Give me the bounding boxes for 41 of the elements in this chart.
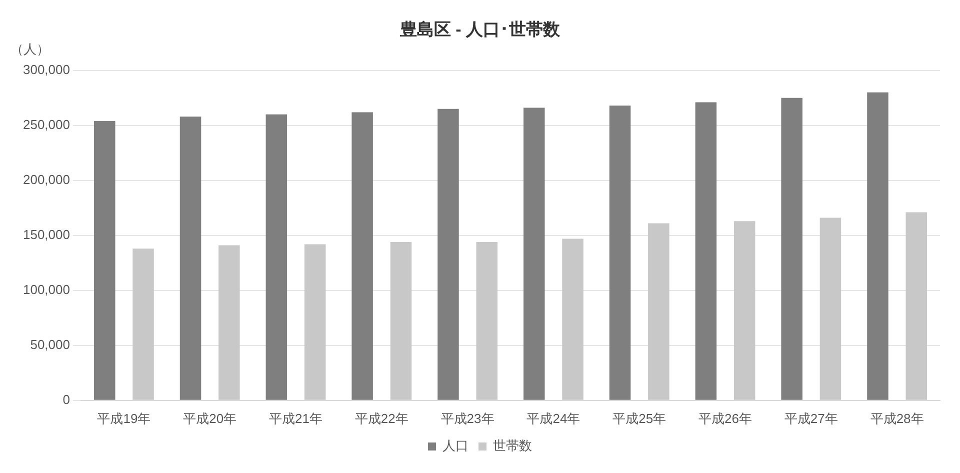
x-tick-label: 平成20年 xyxy=(183,410,237,426)
y-tick-label: 300,000 xyxy=(22,62,70,77)
x-tick-label: 平成26年 xyxy=(698,410,752,426)
x-tick-label: 平成21年 xyxy=(269,410,322,426)
bar xyxy=(734,221,756,400)
bar xyxy=(438,108,459,400)
y-tick-label: 50,000 xyxy=(30,336,70,352)
bar xyxy=(609,106,631,400)
x-tick-label: 平成23年 xyxy=(440,410,494,426)
y-tick-label: 150,000 xyxy=(22,226,70,242)
y-tick-label: 100,000 xyxy=(22,282,70,297)
bar xyxy=(867,92,888,400)
chart-title: 豊島区 - 人口･世帯数 xyxy=(398,20,562,39)
x-tick-label: 平成28年 xyxy=(870,410,924,426)
bar xyxy=(180,116,202,400)
y-tick-label: 200,000 xyxy=(22,172,70,187)
y-tick-label: 250,000 xyxy=(22,116,70,132)
bar xyxy=(304,244,326,400)
bar xyxy=(390,242,412,400)
x-tick-label: 平成24年 xyxy=(526,410,580,426)
bar xyxy=(94,121,116,400)
bar xyxy=(781,98,802,400)
x-tick-label: 平成22年 xyxy=(354,410,408,426)
bar xyxy=(266,114,288,400)
bar xyxy=(695,102,717,400)
bar xyxy=(476,242,498,400)
bar xyxy=(523,108,545,400)
bar xyxy=(648,223,670,400)
bar xyxy=(820,218,842,400)
bar xyxy=(218,245,240,400)
legend-label: 人口 xyxy=(442,438,468,454)
x-tick-label: 平成27年 xyxy=(784,410,838,426)
bar xyxy=(352,112,373,400)
x-tick-label: 平成19年 xyxy=(97,410,151,426)
bar xyxy=(132,248,154,400)
bar xyxy=(562,238,584,400)
y-axis-title: （人） xyxy=(10,42,50,58)
bar xyxy=(906,212,928,400)
x-tick-label: 平成25年 xyxy=(612,410,666,426)
legend-label: 世帯数 xyxy=(493,438,532,454)
y-tick-label: 0 xyxy=(62,392,70,407)
